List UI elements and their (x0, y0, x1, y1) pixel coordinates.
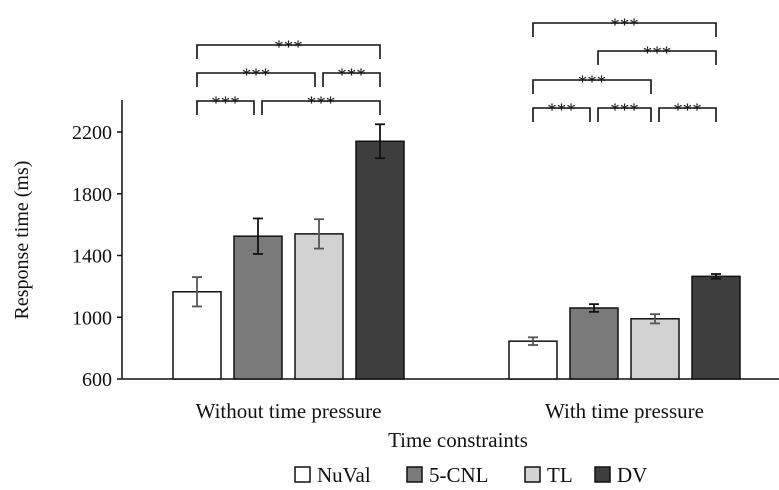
significance-bracket (597, 50, 717, 65)
bar (508, 340, 558, 380)
significance-bracket (532, 79, 652, 94)
legend-swatch (594, 466, 611, 483)
legend-swatch (524, 466, 541, 483)
category-label: Without time pressure (196, 399, 382, 423)
legend-label: NuVal (317, 463, 371, 487)
legend-label: TL (547, 463, 573, 487)
significance-bracket (658, 107, 717, 122)
legend: NuVal 5-CNL TL DV (294, 463, 647, 487)
bar (691, 275, 741, 380)
bar (630, 318, 680, 380)
bar (569, 307, 619, 380)
significance-label: *** (610, 15, 639, 36)
y-axis: 600 1000 1400 1800 2200 (72, 100, 123, 391)
legend-label: DV (617, 463, 647, 487)
significance-brackets: *** *************** *** ************ (196, 15, 717, 122)
significance-label: *** (274, 37, 303, 58)
y-axis-label: Response time (ms) (11, 161, 33, 320)
significance-label: *** (578, 72, 607, 93)
category-label: With time pressure (545, 399, 704, 423)
bar (233, 235, 283, 380)
legend-label: 5-CNL (429, 463, 489, 487)
significance-bracket (261, 100, 381, 115)
error-bars (192, 123, 721, 346)
significance-label: *** (242, 65, 271, 86)
y-tick-label: 1400 (72, 246, 112, 268)
y-tick-label: 1000 (72, 307, 112, 329)
significance-label: *** (337, 65, 366, 86)
significance-bracket (322, 72, 381, 87)
significance-label: *** (610, 100, 639, 121)
x-axis-label: Time constraints (388, 428, 528, 452)
significance-label: *** (211, 93, 240, 114)
legend-swatch (406, 466, 423, 483)
bars (172, 140, 741, 380)
significance-bracket (532, 22, 717, 37)
significance-bracket (196, 100, 255, 115)
x-axis: Without time pressure With time pressure (122, 378, 779, 423)
significance-bracket (196, 44, 381, 59)
y-tick-label: 600 (82, 369, 112, 391)
significance-bracket (597, 107, 652, 122)
significance-label: *** (307, 93, 336, 114)
significance-label: *** (673, 100, 702, 121)
legend-swatch (294, 466, 311, 483)
significance-bracket (532, 107, 591, 122)
y-tick-label: 1800 (72, 184, 112, 206)
bar (355, 140, 405, 380)
significance-label: *** (643, 43, 672, 64)
y-tick-label: 2200 (72, 122, 112, 144)
significance-label: *** (547, 100, 576, 121)
bar (294, 233, 344, 380)
significance-bracket (196, 72, 316, 87)
